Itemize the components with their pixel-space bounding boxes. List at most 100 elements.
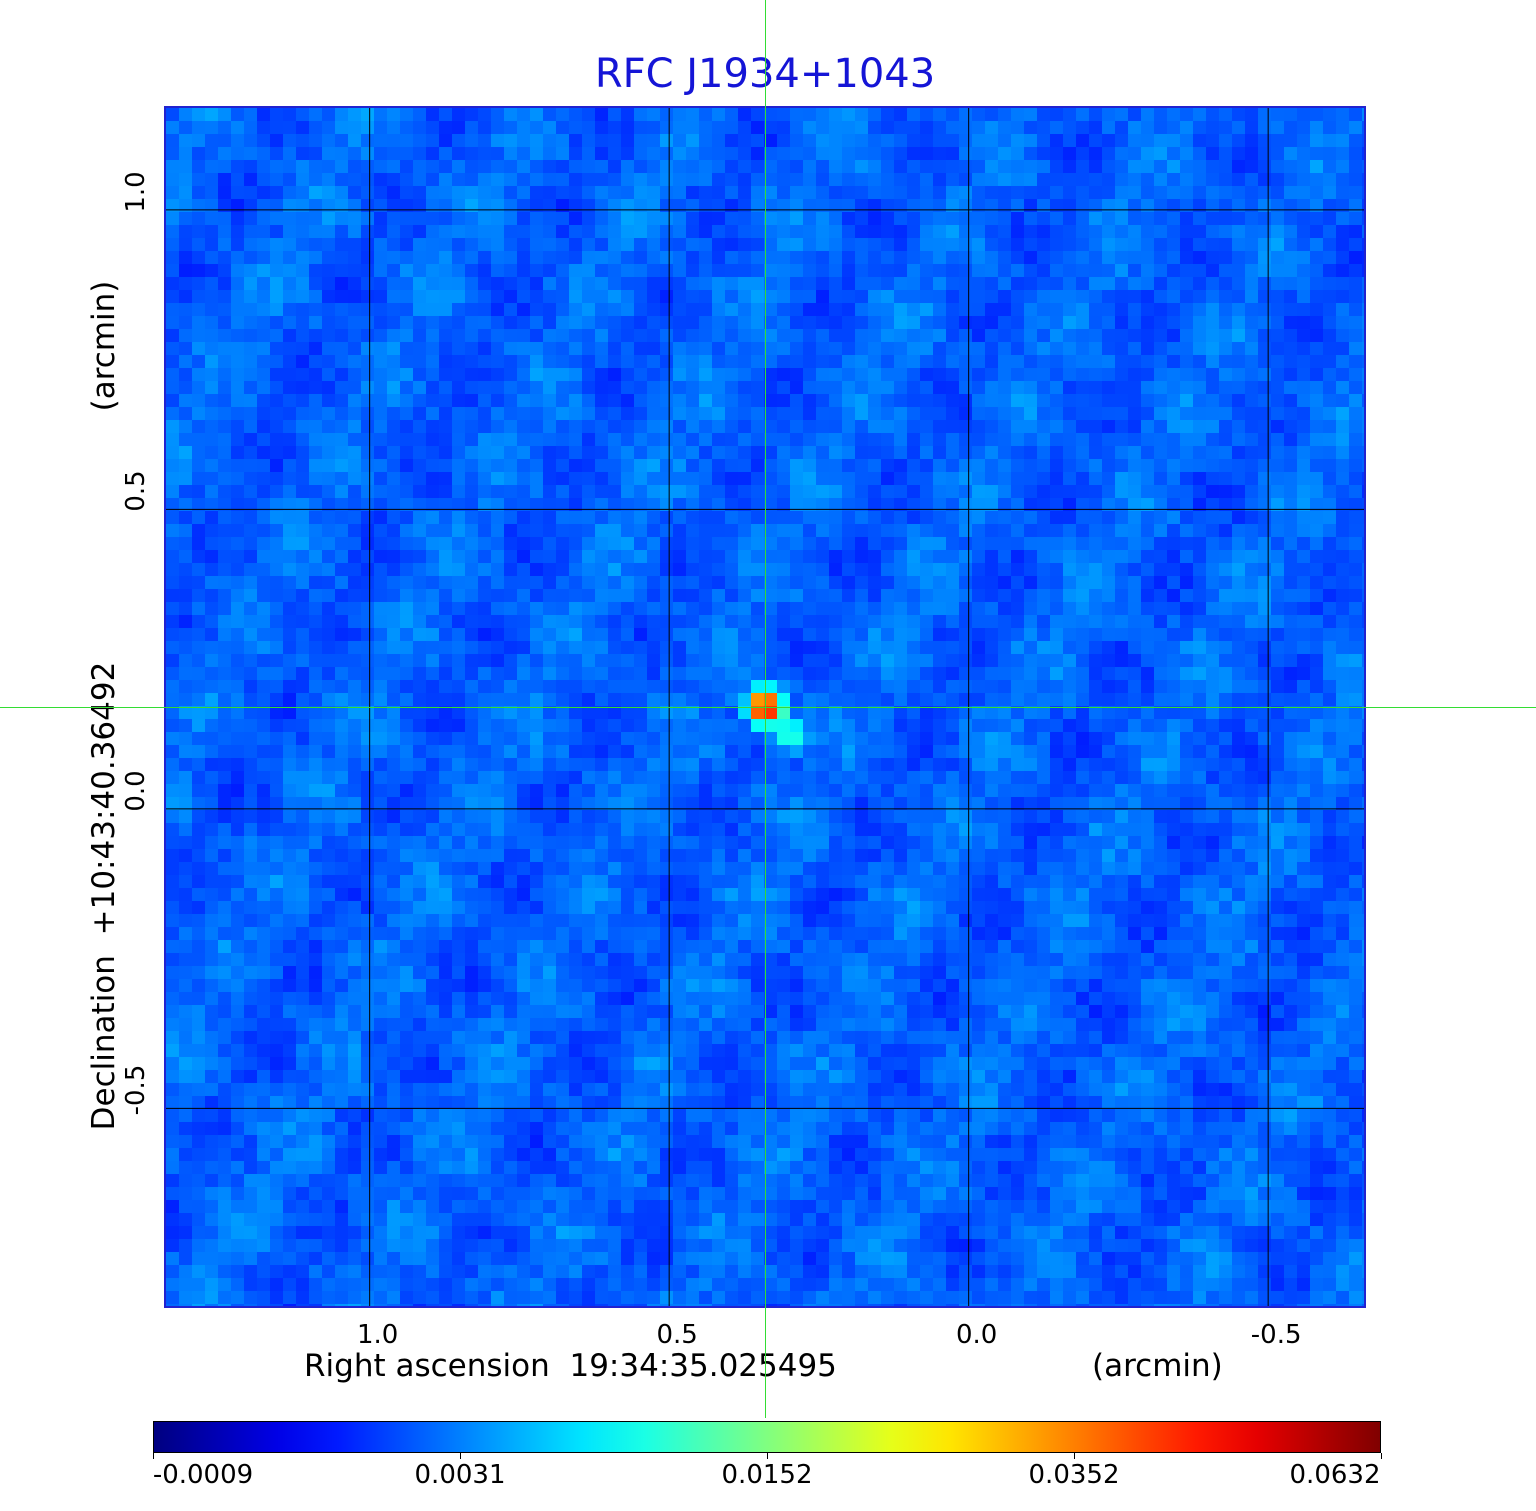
heatmap-cell xyxy=(400,732,414,746)
heatmap-cell xyxy=(491,823,505,837)
heatmap-cell xyxy=(699,836,713,850)
heatmap-cell xyxy=(439,1135,453,1149)
heatmap-cell xyxy=(283,758,297,772)
heatmap-cell xyxy=(322,615,336,629)
heatmap-cell xyxy=(179,810,193,824)
heatmap-cell xyxy=(829,771,843,785)
heatmap-cell xyxy=(712,173,726,187)
heatmap-cell xyxy=(855,342,869,356)
heatmap-cell xyxy=(803,901,817,915)
heatmap-cell xyxy=(491,433,505,447)
heatmap-cell xyxy=(374,797,388,811)
heatmap-cell xyxy=(777,329,791,343)
heatmap-cell xyxy=(205,836,219,850)
heatmap-cell xyxy=(660,1239,674,1253)
heatmap-cell xyxy=(270,550,284,564)
heatmap-cell xyxy=(283,121,297,135)
heatmap-cell xyxy=(738,771,752,785)
heatmap-cell xyxy=(556,810,570,824)
heatmap-cell xyxy=(660,446,674,460)
heatmap-cell xyxy=(543,680,557,694)
heatmap-cell xyxy=(348,550,362,564)
heatmap-cell xyxy=(790,446,804,460)
heatmap-cell xyxy=(764,368,778,382)
heatmap-cell xyxy=(348,758,362,772)
heatmap-cell xyxy=(491,901,505,915)
heatmap-cell xyxy=(660,693,674,707)
heatmap-cell xyxy=(634,433,648,447)
heatmap-cell xyxy=(439,758,453,772)
heatmap-cell xyxy=(738,1291,752,1305)
heatmap-cell xyxy=(439,979,453,993)
heatmap-cell xyxy=(413,1200,427,1214)
heatmap-cell xyxy=(283,433,297,447)
heatmap-cell xyxy=(491,1161,505,1175)
heatmap-cell xyxy=(413,420,427,434)
heatmap-cell xyxy=(166,823,180,837)
heatmap-cell xyxy=(244,784,258,798)
heatmap-cell xyxy=(192,602,206,616)
heatmap-cell xyxy=(829,212,843,226)
heatmap-cell xyxy=(322,1291,336,1305)
heatmap-cell xyxy=(400,680,414,694)
heatmap-cell xyxy=(296,771,310,785)
heatmap-cell xyxy=(257,927,271,941)
heatmap-cell xyxy=(452,810,466,824)
heatmap-cell xyxy=(790,654,804,668)
heatmap-cell xyxy=(166,1057,180,1071)
heatmap-cell xyxy=(608,966,622,980)
heatmap-cell xyxy=(829,186,843,200)
heatmap-cell xyxy=(608,1070,622,1084)
heatmap-cell xyxy=(205,1226,219,1240)
heatmap-cell xyxy=(166,849,180,863)
heatmap-cell xyxy=(439,303,453,317)
heatmap-cell xyxy=(855,368,869,382)
heatmap-cell xyxy=(413,485,427,499)
heatmap-cell xyxy=(543,355,557,369)
heatmap-cell xyxy=(621,225,635,239)
heatmap-cell xyxy=(621,1304,635,1306)
heatmap-cell xyxy=(699,446,713,460)
heatmap-cell xyxy=(712,927,726,941)
heatmap-cell xyxy=(439,1226,453,1240)
heatmap-cell xyxy=(517,498,531,512)
heatmap-cell xyxy=(699,732,713,746)
heatmap-cell xyxy=(400,966,414,980)
heatmap-cell xyxy=(478,784,492,798)
heatmap-cell xyxy=(166,836,180,850)
heatmap-cell xyxy=(829,940,843,954)
heatmap-cell xyxy=(504,589,518,603)
heatmap-cell xyxy=(218,1252,232,1266)
heatmap-cell xyxy=(582,1135,596,1149)
heatmap-cell xyxy=(673,745,687,759)
heatmap-cell xyxy=(283,1070,297,1084)
heatmap-cell xyxy=(595,303,609,317)
heatmap-cell xyxy=(660,732,674,746)
heatmap-cell xyxy=(231,108,245,122)
heatmap-cell xyxy=(582,121,596,135)
heatmap-cell xyxy=(309,277,323,291)
heatmap-cell xyxy=(725,238,739,252)
heatmap-cell xyxy=(699,992,713,1006)
heatmap-cell xyxy=(335,433,349,447)
heatmap-cell xyxy=(634,1044,648,1058)
heatmap-cell xyxy=(556,316,570,330)
heatmap-cell xyxy=(673,693,687,707)
heatmap-cell xyxy=(647,1122,661,1136)
heatmap-cell xyxy=(595,160,609,174)
heatmap-cell xyxy=(244,355,258,369)
heatmap-cell xyxy=(556,1096,570,1110)
heatmap-cell xyxy=(803,628,817,642)
heatmap-cell xyxy=(491,979,505,993)
heatmap-cell xyxy=(673,1122,687,1136)
heatmap-cell xyxy=(764,1174,778,1188)
heatmap-cell xyxy=(283,342,297,356)
heatmap-cell xyxy=(829,797,843,811)
heatmap-cell xyxy=(179,1226,193,1240)
heatmap-cell xyxy=(166,433,180,447)
heatmap-cell xyxy=(283,381,297,395)
heatmap-cell xyxy=(348,394,362,408)
heatmap-cell xyxy=(855,446,869,460)
heatmap-cell xyxy=(699,407,713,421)
heatmap-cell xyxy=(647,1226,661,1240)
